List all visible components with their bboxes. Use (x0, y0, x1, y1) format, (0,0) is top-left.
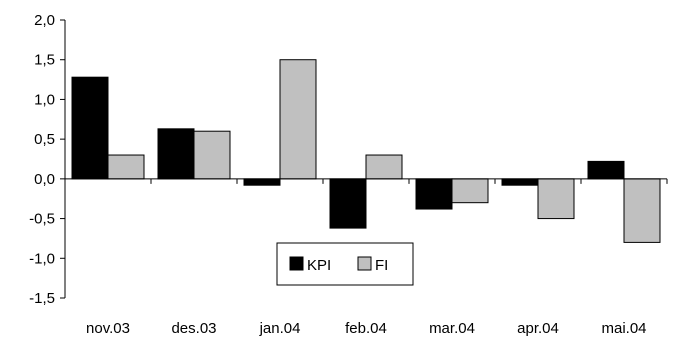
y-tick-label: -1,5 (29, 290, 55, 307)
x-tick-label: des.03 (171, 320, 216, 337)
bar-kpi-jan-04 (243, 178, 281, 186)
legend-label-kpi: KPI (307, 257, 331, 274)
y-tick-label: -1,0 (29, 250, 55, 267)
y-axis: 2,0 1,5 1,0 0,5 0,0 -0,5 -1,0 -1,5 (29, 12, 66, 307)
x-tick-label: jan.04 (259, 320, 301, 337)
y-tick-label: 1,5 (34, 52, 55, 69)
legend: KPI FI (276, 242, 414, 286)
legend-swatch-kpi (289, 256, 304, 271)
x-axis: nov.03 des.03 jan.04 feb.04 mar.04 apr.04 mai.… (64, 178, 668, 337)
legend-swatch-fi (357, 256, 372, 271)
bar-fi-des-03 (193, 130, 231, 180)
bar-fi-jan-04 (279, 59, 317, 180)
bar-kpi-mar-04 (415, 178, 453, 210)
bar-fi-apr-04 (537, 178, 575, 220)
bar-fi-nov-03 (107, 154, 145, 180)
x-tick-label: feb.04 (345, 320, 387, 337)
bars (71, 59, 661, 243)
legend-label-fi: FI (375, 257, 388, 274)
y-tick-label: 0,5 (34, 131, 55, 148)
y-tick-label: -0,5 (29, 211, 55, 228)
y-tick-label: 0,0 (34, 171, 55, 188)
x-tick-label: mai.04 (601, 320, 646, 337)
bar-fi-feb-04 (365, 154, 403, 180)
bar-kpi-feb-04 (329, 178, 367, 229)
bar-kpi-nov-03 (71, 76, 109, 180)
bar-kpi-mai-04 (587, 160, 625, 180)
bar-fi-mar-04 (451, 178, 489, 204)
x-tick-label: apr.04 (517, 320, 559, 337)
y-tick-label: 2,0 (34, 12, 55, 29)
bar-kpi-des-03 (157, 128, 195, 180)
bar-kpi-apr-04 (501, 178, 539, 186)
x-tick-label: nov.03 (86, 320, 130, 337)
x-tick-label: mar.04 (429, 320, 475, 337)
y-tick-label: 1,0 (34, 91, 55, 108)
bar-fi-mai-04 (623, 178, 661, 243)
